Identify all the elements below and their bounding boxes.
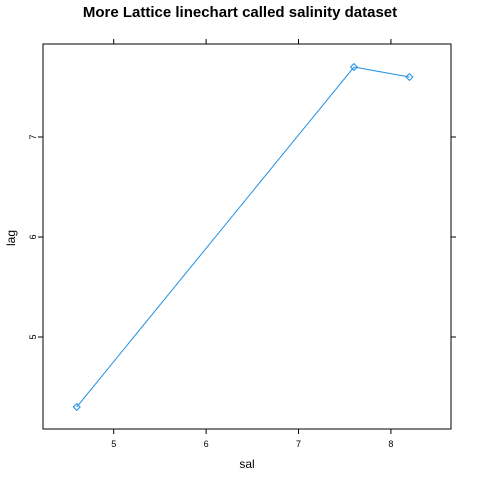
y-tick-label-2: 7 xyxy=(28,134,38,139)
y-tick-label-0: 5 xyxy=(28,334,38,339)
x-tick-label-1: 6 xyxy=(204,439,209,449)
series-0-line xyxy=(77,67,410,407)
x-tick-label-0: 5 xyxy=(111,439,116,449)
x-tick-label-3: 8 xyxy=(388,439,393,449)
y-axis-label: lag xyxy=(4,230,18,246)
plot-area-frame xyxy=(43,44,451,429)
y-tick-label-1: 6 xyxy=(28,234,38,239)
series-layer xyxy=(73,64,412,411)
x-tick-label-2: 7 xyxy=(296,439,301,449)
x-axis-label: sal xyxy=(239,457,254,471)
chart-title: More Lattice linechart called salinity d… xyxy=(83,4,397,21)
